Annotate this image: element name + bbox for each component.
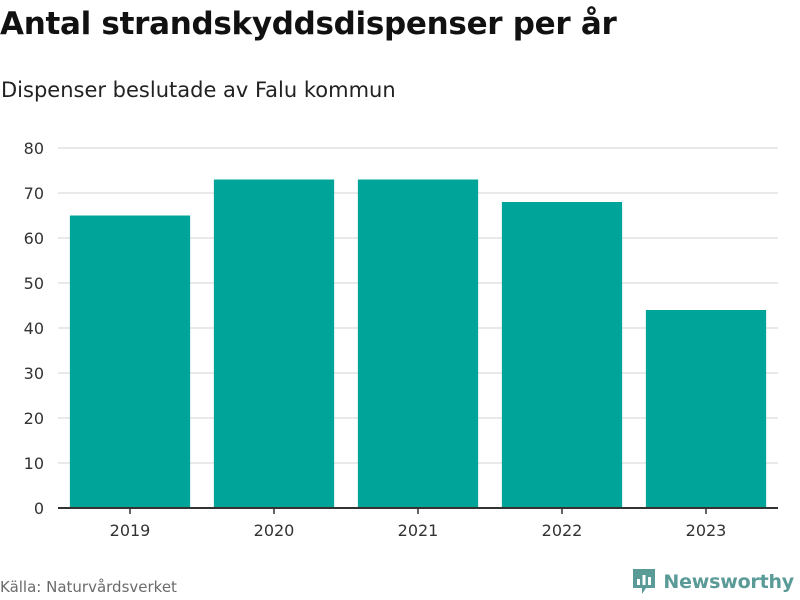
brand-name: Newsworthy — [663, 571, 794, 593]
source-note: Källa: Naturvårdsverket — [0, 578, 177, 596]
bar-2022 — [501, 202, 623, 508]
chart-title: Antal strandskyddsdispenser per år — [0, 6, 617, 42]
y-tick-label: 60 — [24, 229, 44, 248]
y-tick-label: 0 — [34, 499, 44, 518]
y-axis-ticks: 0 10 20 30 40 50 60 70 80 — [24, 139, 44, 518]
brand-logo-group: Newsworthy — [631, 567, 794, 597]
bar-2023 — [645, 310, 767, 508]
y-tick-label: 80 — [24, 139, 44, 158]
bar-2021 — [357, 179, 479, 508]
x-tick-label: 2023 — [686, 521, 727, 540]
y-tick-label: 50 — [24, 274, 44, 293]
y-tick-label: 70 — [24, 184, 44, 203]
y-tick-label: 20 — [24, 409, 44, 428]
y-tick-label: 40 — [24, 319, 44, 338]
x-tick-label: 2019 — [110, 521, 151, 540]
chart-subtitle: Dispenser beslutade av Falu kommun — [1, 78, 396, 102]
bars — [69, 179, 767, 508]
x-tick-label: 2021 — [398, 521, 439, 540]
y-tick-label: 10 — [24, 454, 44, 473]
x-axis-ticks: 2019 2020 2021 2022 2023 — [110, 508, 727, 540]
bar-2019 — [69, 215, 191, 508]
newsworthy-logo-icon — [633, 569, 656, 594]
bar-2020 — [213, 179, 335, 508]
y-tick-label: 30 — [24, 364, 44, 383]
bar-chart: 0 10 20 30 40 50 60 70 80 2019 2020 2021 2022 2023 — [24, 139, 778, 540]
x-tick-label: 2022 — [542, 521, 583, 540]
x-tick-label: 2020 — [254, 521, 295, 540]
